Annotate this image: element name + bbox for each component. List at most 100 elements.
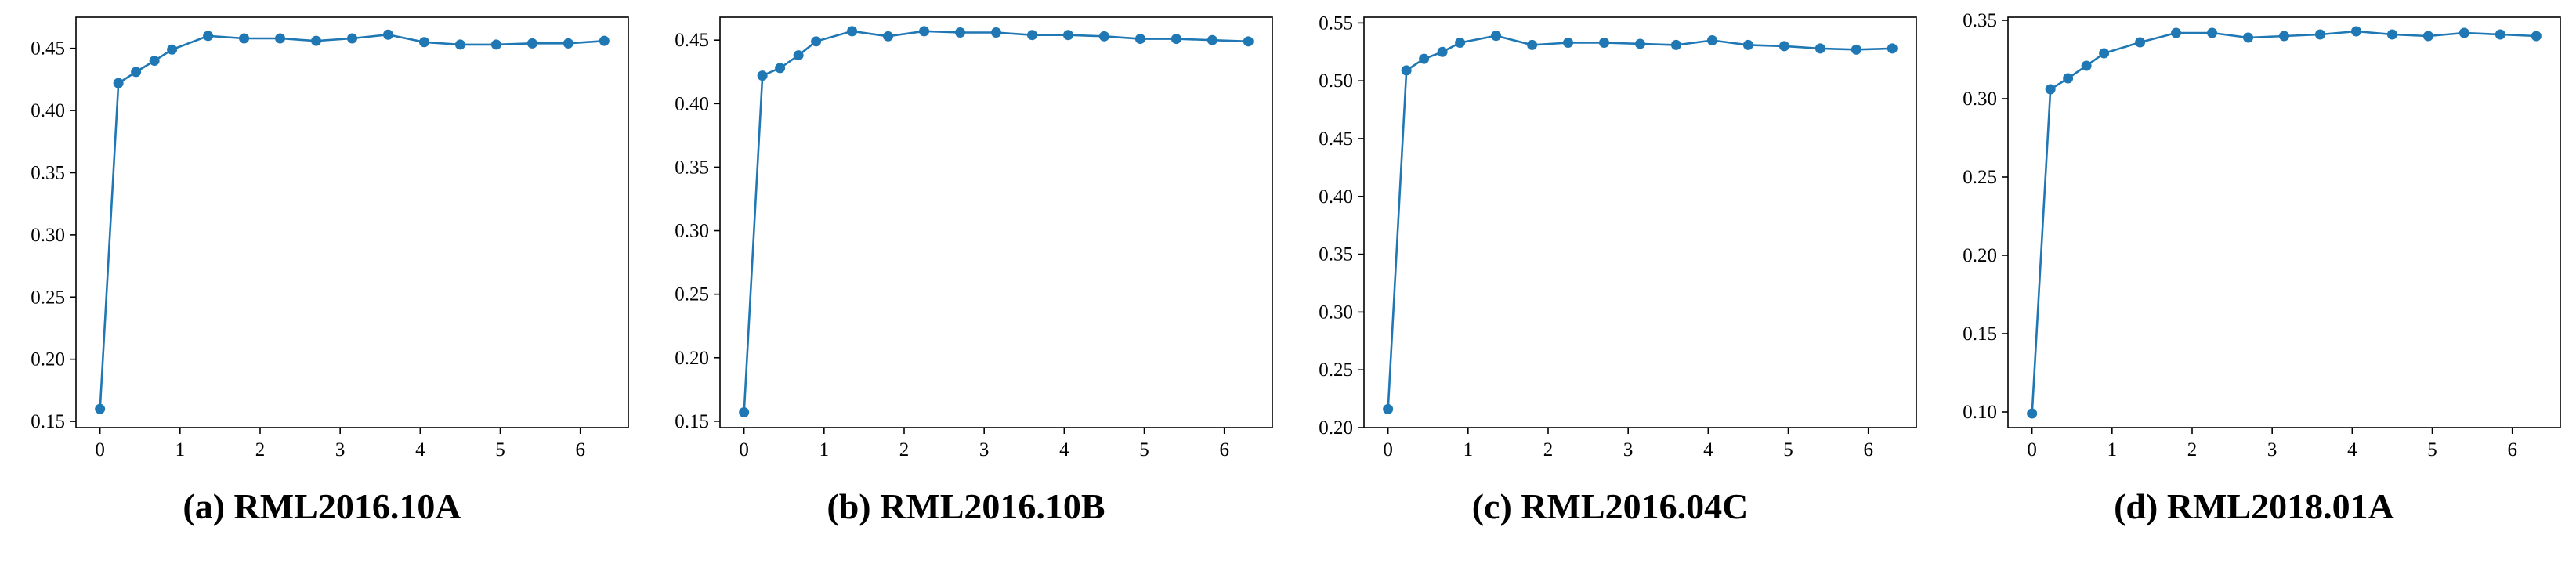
y-tick-label: 0.15 (1963, 323, 1997, 345)
data-point (775, 63, 786, 74)
y-tick-label: 0.55 (1319, 13, 1353, 34)
x-tick-label: 4 (1059, 439, 1069, 460)
data-point (454, 39, 465, 50)
x-tick-label: 4 (1703, 439, 1713, 460)
data-point (1887, 43, 1898, 54)
data-point (2495, 29, 2505, 40)
y-tick-label: 0.40 (1319, 186, 1353, 208)
chart-panel-b: 0 1 2 3 4 5 6 0.15 0.20 0.25 0.30 0.35 0.40 0.45 (b) … (644, 0, 1288, 567)
y-tick-label: 0.20 (31, 349, 65, 370)
chart-panel-a: 0 1 2 3 4 5 6 0.15 0.20 0.25 0.30 0.35 0.40 0.45 (a) … (0, 0, 644, 567)
x-tick-label: 3 (2267, 439, 2278, 460)
data-point (2027, 408, 2038, 419)
data-point (1437, 46, 1448, 57)
data-point (847, 26, 858, 37)
data-point (1170, 34, 1181, 45)
y-tick-label: 0.25 (31, 287, 65, 308)
y-tick-label: 0.45 (31, 38, 65, 60)
x-tick-label: 0 (95, 439, 105, 460)
data-point (883, 31, 894, 42)
x-tick-label: 3 (1623, 439, 1634, 460)
y-tick-label: 0.35 (31, 162, 65, 183)
chart-svg-b: 0 1 2 3 4 5 6 0.15 0.20 0.25 0.30 0.35 0.40 0.45 (675, 16, 1273, 460)
y-tick-label: 0.40 (675, 93, 709, 114)
x-tick-label: 5 (1139, 439, 1149, 460)
x-tick-label: 0 (2027, 439, 2037, 460)
data-point (1599, 37, 1610, 48)
data-point (1098, 31, 1109, 42)
data-point (2422, 31, 2433, 42)
data-point (347, 33, 357, 44)
data-point (2045, 84, 2056, 95)
data-point (1419, 53, 1430, 64)
x-tick-label: 2 (255, 439, 266, 460)
data-point (1778, 41, 1789, 52)
data-point (1026, 30, 1037, 41)
data-point (1134, 34, 1145, 45)
plot-frame (719, 16, 1273, 428)
chart-svg-c: 0 1 2 3 4 5 6 0.20 0.25 0.30 0.35 0.40 0.45 0.50 0.55 (1319, 13, 1917, 460)
x-tick-label: 3 (979, 439, 990, 460)
data-point (1742, 39, 1753, 50)
chart-caption-c: (c) RML2016.04C (1471, 486, 1749, 526)
data-point (1243, 36, 1254, 47)
data-point (1401, 65, 1412, 76)
x-tick-label: 3 (335, 439, 346, 460)
data-point (113, 78, 124, 88)
data-point (275, 33, 286, 44)
data-point (95, 403, 106, 414)
y-tick-label: 0.10 (1963, 402, 1997, 423)
data-point (418, 37, 429, 48)
data-point (1491, 31, 1502, 42)
chart-panel-c: 0 1 2 3 4 5 6 0.20 0.25 0.30 0.35 0.40 0.45 0.50 0.55 … (1288, 0, 1932, 567)
data-point (1527, 39, 1538, 50)
x-tick-label: 1 (1463, 439, 1474, 460)
y-tick-label: 0.30 (1319, 302, 1353, 323)
data-point (2081, 60, 2092, 71)
data-point (2099, 48, 2110, 59)
y-tick-label: 0.25 (1963, 167, 1997, 188)
data-point (382, 29, 393, 40)
data-point (1207, 34, 1217, 45)
data-point (739, 407, 750, 418)
data-point (2279, 31, 2289, 42)
x-tick-label: 6 (575, 439, 585, 460)
plot-frame (2007, 16, 2561, 428)
data-point (490, 39, 501, 50)
y-tick-label: 0.20 (1963, 245, 1997, 266)
x-tick-label: 4 (415, 439, 425, 460)
y-tick-label: 0.35 (1319, 244, 1353, 265)
data-point (757, 70, 768, 81)
y-tick-label: 0.35 (675, 157, 709, 178)
x-tick-label: 2 (1543, 439, 1554, 460)
y-tick-label: 0.45 (675, 30, 709, 51)
chart-panel-d: 0 1 2 3 4 5 6 0.10 0.15 0.20 0.25 0.30 0.35 (d) RML2… (1932, 0, 2576, 567)
x-tick-label: 0 (1383, 439, 1393, 460)
data-point (955, 27, 966, 38)
y-tick-label: 0.20 (1319, 417, 1353, 439)
x-tick-label: 1 (2107, 439, 2118, 460)
data-point (2350, 26, 2361, 37)
data-point (2243, 32, 2254, 43)
series-line (743, 30, 1249, 413)
data-point (793, 50, 804, 61)
x-tick-label: 5 (2427, 439, 2437, 460)
y-tick-label: 0.45 (1319, 128, 1353, 150)
data-point (2531, 31, 2542, 42)
series-line (99, 33, 605, 410)
y-tick-label: 0.20 (675, 348, 709, 369)
y-tick-label: 0.50 (1319, 70, 1353, 92)
data-point (1706, 35, 1717, 46)
data-point (1563, 37, 1574, 48)
data-point (131, 67, 142, 78)
data-point (2207, 27, 2218, 38)
chart-caption-a: (a) RML2016.10A (183, 486, 461, 526)
x-tick-label: 6 (2507, 439, 2517, 460)
y-tick-label: 0.30 (675, 221, 709, 242)
x-tick-label: 2 (899, 439, 910, 460)
x-tick-label: 6 (1219, 439, 1229, 460)
data-point (311, 35, 322, 46)
data-point (167, 44, 178, 55)
data-point (2135, 37, 2146, 48)
data-point (1814, 43, 1825, 54)
